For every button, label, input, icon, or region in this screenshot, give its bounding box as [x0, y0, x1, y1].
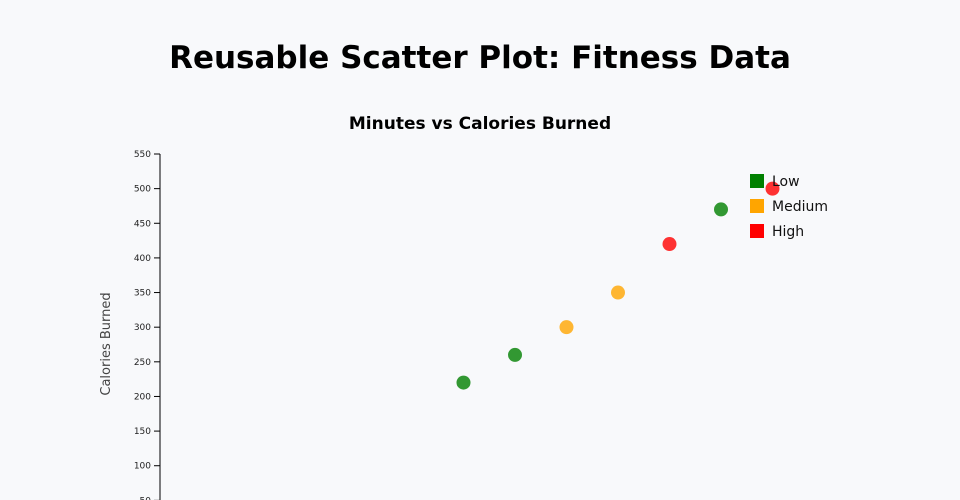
- data-points: [456, 181, 780, 390]
- y-tick-label: 200: [134, 392, 151, 402]
- y-axis: 50 100 150 200 250 300 350 400 450 500 550: [134, 150, 161, 500]
- data-point[interactable]: [714, 202, 728, 217]
- y-tick-label: 550: [134, 150, 151, 160]
- legend-swatch: [750, 174, 764, 188]
- legend-label: Medium: [772, 199, 828, 215]
- data-point[interactable]: [508, 347, 522, 362]
- legend-label: High: [772, 224, 804, 240]
- page-title: Reusable Scatter Plot: Fitness Data: [169, 40, 791, 76]
- legend-swatch: [750, 224, 764, 238]
- y-tick-label: 50: [140, 496, 152, 500]
- legend-label: Low: [772, 174, 800, 190]
- legend: Low Medium High: [750, 174, 828, 240]
- y-tick-label: 450: [134, 219, 151, 229]
- data-point[interactable]: [765, 181, 780, 196]
- data-point[interactable]: [611, 285, 625, 300]
- data-point[interactable]: [559, 320, 574, 335]
- y-tick-label: 100: [134, 462, 151, 472]
- data-point[interactable]: [662, 237, 677, 252]
- y-axis-label: Calories Burned: [99, 292, 114, 395]
- data-point[interactable]: [456, 375, 471, 390]
- chart-title: Minutes vs Calories Burned: [349, 114, 611, 134]
- y-tick-label: 300: [134, 323, 151, 333]
- y-tick-label: 150: [134, 427, 151, 437]
- y-tick-label: 500: [134, 185, 151, 195]
- y-tick-label: 400: [134, 254, 151, 264]
- y-tick-label: 250: [134, 358, 151, 368]
- y-tick-label: 350: [134, 289, 151, 299]
- legend-swatch: [750, 199, 764, 213]
